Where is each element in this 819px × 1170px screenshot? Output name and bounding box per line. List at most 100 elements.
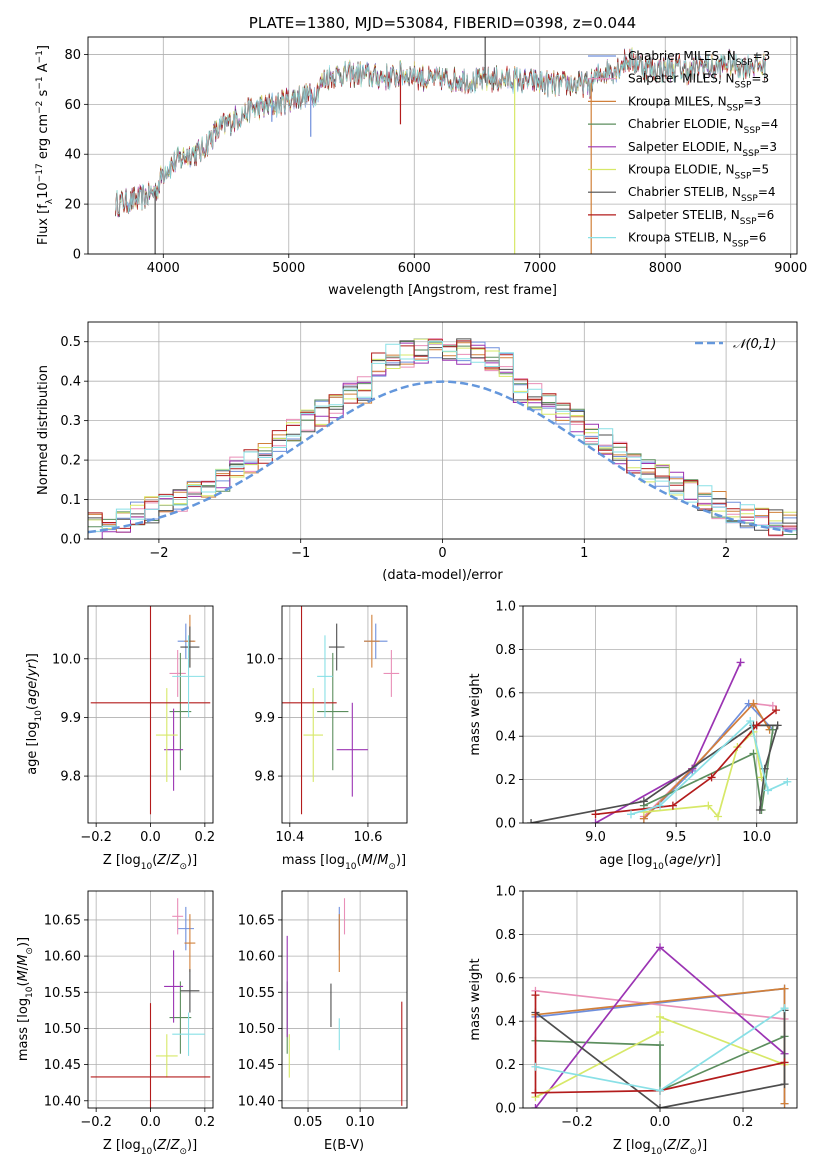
weight-marker [780, 1004, 789, 1013]
y-tick-label: 0.5 [60, 335, 81, 350]
x-tick-label: 2 [722, 546, 730, 561]
weight-marker [656, 1028, 664, 1037]
x-tick-label: 5000 [272, 261, 305, 276]
residuals-plot [88, 338, 797, 539]
legend-entry: Kroupa STELIB, NSSP=6 [628, 231, 766, 250]
histogram-step [88, 340, 797, 532]
x-tick-label: 9000 [774, 261, 807, 276]
y-tick-label: 0.4 [495, 1015, 516, 1030]
y-tick-label: 0.0 [495, 1102, 516, 1117]
x-tick-label: 0.10 [346, 1115, 375, 1130]
axes-frame [87, 890, 214, 1109]
x-tick-label: 7000 [523, 261, 556, 276]
y-tick-label: 0 [73, 248, 81, 263]
z-vs-weight-ylabel: mass weight [468, 958, 483, 1040]
axes-frame [522, 890, 798, 1109]
weight-marker [626, 810, 635, 819]
x-tick-label: 0.2 [195, 1115, 216, 1130]
x-tick-label: 0.2 [733, 1115, 754, 1130]
spectrum-title: PLATE=1380, MJD=53084, FIBERID=0398, z=0… [249, 14, 636, 32]
weight-marker [755, 805, 764, 814]
x-tick-label: −0.2 [561, 1115, 593, 1130]
axes-frame [87, 321, 798, 540]
y-tick-label: 0.4 [495, 730, 516, 745]
axes-frame [87, 605, 214, 824]
z-vs-mass-ylabel: mass [log10(M/M⊙)] [16, 937, 35, 1061]
mass-vs-age-plot [282, 606, 400, 815]
y-tick-label: 10.40 [44, 1094, 81, 1109]
z-vs-mass-axes [84, 891, 213, 1112]
weight-line [535, 989, 785, 1020]
y-tick-label: 80 [64, 48, 81, 63]
x-tick-label: −1 [291, 546, 310, 561]
x-tick-label: 0.05 [294, 1115, 323, 1130]
weight-marker [704, 801, 713, 810]
weight-marker [531, 1062, 540, 1071]
weight-marker [591, 810, 600, 819]
y-tick-label: 10.55 [238, 986, 275, 1001]
z-vs-weight-plot [531, 943, 789, 1108]
weight-marker [531, 1104, 540, 1108]
age-vs-weight-plot [527, 658, 792, 823]
ebv-vs-mass-plot [286, 898, 403, 1106]
y-tick-label: 0.4 [60, 375, 81, 390]
weight-marker [749, 749, 758, 758]
z-vs-mass-plot [90, 898, 211, 1108]
residuals-ylabel: Normed distribution [36, 365, 51, 495]
weight-marker [763, 786, 772, 795]
axes-frame [281, 890, 408, 1109]
weight-marker [773, 721, 782, 730]
y-tick-label: 0.6 [495, 686, 516, 701]
weight-marker [746, 717, 755, 726]
y-tick-label: 0.8 [495, 928, 516, 943]
weight-marker [591, 819, 600, 823]
legend-entry: Chabrier STELIB, NSSP=4 [628, 185, 776, 204]
weight-marker [707, 773, 716, 782]
y-tick-label: 10.60 [44, 950, 81, 965]
weight-marker [768, 725, 777, 734]
y-tick-label: 10.0 [52, 652, 81, 667]
z-vs-mass-xlabel: Z [log10(Z/Z⊙)] [103, 1138, 197, 1157]
y-tick-label: 40 [64, 148, 81, 163]
age-vs-weight-axes [519, 605, 797, 827]
x-tick-label: 9.5 [666, 830, 687, 845]
y-tick-label: 1.0 [495, 600, 516, 615]
weight-marker [656, 1041, 664, 1050]
x-tick-label: 1 [580, 546, 588, 561]
x-tick-label: 10.4 [275, 830, 304, 845]
weight-marker [780, 984, 789, 993]
weight-marker [783, 777, 792, 786]
spectrum-line-kroupa-stelib [115, 48, 766, 215]
y-tick-label: 10.65 [238, 913, 275, 928]
x-tick-label: 9.0 [585, 830, 606, 845]
weight-line [535, 1035, 785, 1092]
weight-marker [527, 819, 536, 823]
weight-line [643, 729, 774, 811]
y-tick-label: 1.0 [495, 885, 516, 900]
spectrum-ylabel: Flux [fλ10−17 erg cm−2 s−1 A−1] [35, 45, 55, 245]
z-vs-weight-xlabel: Z [log10(Z/Z⊙)] [613, 1138, 707, 1157]
y-tick-label: 10.0 [246, 652, 275, 667]
y-tick-label: 60 [64, 98, 81, 113]
y-tick-label: 10.45 [238, 1058, 275, 1073]
weight-marker [714, 812, 723, 821]
y-tick-label: 0.2 [495, 773, 516, 788]
legend-entry: Kroupa MILES, NSSP=3 [628, 94, 761, 113]
x-tick-label: 10.6 [353, 830, 382, 845]
weight-marker [749, 699, 758, 708]
y-tick-label: 9.8 [254, 770, 275, 785]
weight-marker [656, 801, 664, 810]
y-tick-label: 0.0 [495, 817, 516, 832]
residuals-xlabel: (data-model)/error [382, 568, 503, 583]
axes-frame [522, 605, 798, 824]
y-tick-label: 10.65 [44, 913, 81, 928]
weight-marker [768, 701, 777, 710]
legend-entry: Salpeter STELIB, NSSP=6 [628, 208, 774, 227]
y-tick-label: 10.45 [44, 1058, 81, 1073]
y-tick-label: 10.60 [238, 950, 275, 965]
weight-line [534, 995, 785, 1094]
weight-line [534, 1010, 786, 1108]
spectrum-xlabel: wavelength [Angstrom, rest frame] [328, 283, 557, 298]
y-tick-label: 0.1 [60, 493, 81, 508]
ebv-vs-mass-xlabel: E(B-V) [324, 1138, 364, 1153]
